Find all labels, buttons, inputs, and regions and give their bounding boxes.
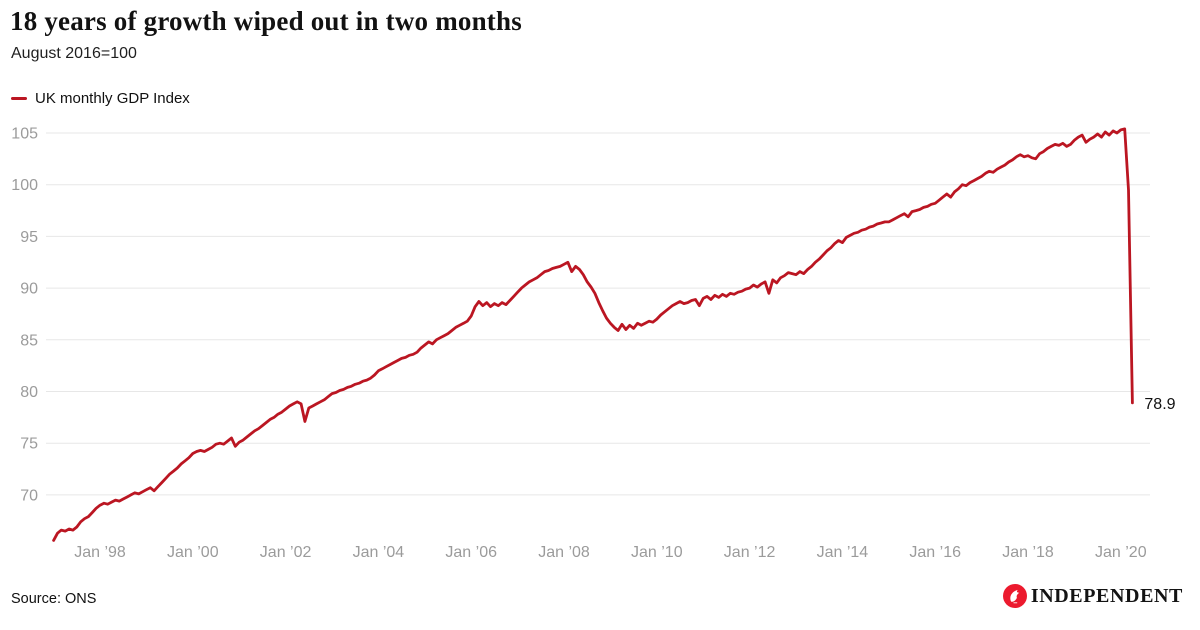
x-tick-label: Jan ’20 xyxy=(1095,544,1147,561)
logo-wordmark: INDEPENDENT xyxy=(1030,584,1183,607)
x-tick-label: Jan ’98 xyxy=(74,544,126,561)
y-tick-label: 70 xyxy=(20,487,38,504)
x-tick-label: Jan ’10 xyxy=(631,544,683,561)
legend-series-label: UK monthly GDP Index xyxy=(35,90,190,107)
x-tick-label: Jan ’02 xyxy=(260,544,312,561)
chart-subtitle: August 2016=100 xyxy=(11,45,137,62)
x-tick-label: Jan ’04 xyxy=(353,544,405,561)
legend-line-swatch xyxy=(11,97,27,100)
x-tick-label: Jan ’06 xyxy=(445,544,497,561)
y-tick-label: 90 xyxy=(20,281,38,298)
source-note: Source: ONS xyxy=(11,591,97,607)
chart-title: 18 years of growth wiped out in two mont… xyxy=(10,6,522,36)
x-tick-label: Jan ’16 xyxy=(909,544,961,561)
x-tick-label: Jan ’08 xyxy=(538,544,590,561)
independent-logo: INDEPENDENT xyxy=(1002,584,1183,608)
y-tick-label: 100 xyxy=(11,177,38,194)
y-tick-label: 95 xyxy=(20,229,38,246)
gdp-series-line xyxy=(52,127,1134,542)
chart-legend: UK monthly GDP Index xyxy=(11,90,190,107)
x-tick-label: Jan ’00 xyxy=(167,544,219,561)
x-tick-label: Jan ’14 xyxy=(817,544,869,561)
y-tick-label: 80 xyxy=(20,384,38,401)
y-tick-label: 75 xyxy=(20,436,38,453)
x-tick-label: Jan ’12 xyxy=(724,544,776,561)
y-tick-label: 85 xyxy=(20,332,38,349)
end-value-annotation: 78.9 xyxy=(1144,396,1175,413)
y-tick-label: 105 xyxy=(11,126,38,143)
eagle-icon xyxy=(1002,584,1027,608)
x-tick-label: Jan ’18 xyxy=(1002,544,1054,561)
